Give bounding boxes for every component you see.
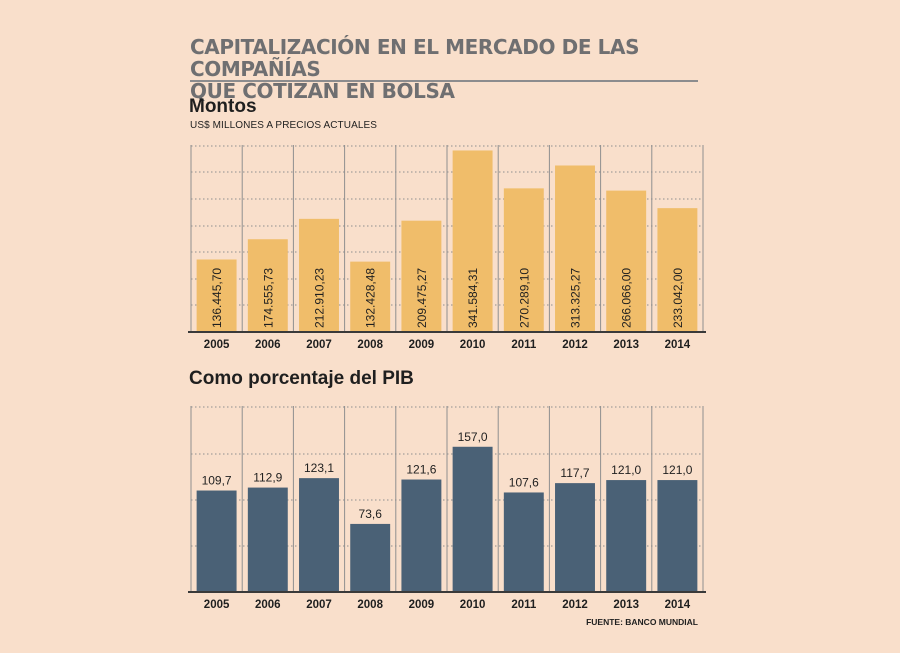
pib-value-label: 157,0: [458, 430, 488, 444]
montos-tick-label: 2010: [460, 339, 486, 351]
pib-bar: [247, 487, 288, 592]
montos-value-label: 174.555,73: [261, 268, 275, 328]
pib-bar: [350, 523, 391, 592]
pib-tick-label: 2011: [511, 599, 537, 611]
pib-bar: [299, 478, 339, 592]
montos-tick-label: 2005: [204, 339, 230, 351]
pib-bar: [606, 480, 647, 592]
montos-value-label: 266.066,00: [620, 268, 634, 328]
montos-bar: [299, 218, 339, 332]
montos-subtitle: US$ MILLONES A PRECIOS ACTUALES: [190, 120, 378, 131]
montos-bar: [503, 188, 544, 332]
pib-value-label: 73,6: [359, 507, 383, 521]
pib-bar: [657, 480, 698, 592]
montos-tick-label: 2013: [613, 339, 639, 351]
pib-bar: [401, 479, 442, 592]
pib-value-label: 117,7: [560, 466, 589, 480]
montos-bar: [555, 165, 595, 332]
montos-value-label: 209.475,27: [415, 268, 429, 328]
pib-bar: [196, 490, 237, 592]
pib-tick-label: 2005: [204, 599, 230, 611]
montos-value-label: 212.910,23: [313, 268, 327, 328]
montos-value-label: 341.584,31: [466, 268, 480, 328]
pib-tick-label: 2008: [357, 599, 383, 611]
montos-bar: [350, 261, 391, 332]
pib-value-label: 121,0: [662, 463, 692, 477]
montos-bar: [452, 150, 493, 332]
pib-value-label: 123,1: [304, 461, 334, 475]
pib-tick-label: 2013: [613, 599, 639, 611]
pib-value-label: 107,6: [509, 475, 539, 489]
source-note: FUENTE: BANCO MUNDIAL: [586, 617, 698, 627]
montos-value-label: 233.042,00: [671, 268, 685, 328]
montos-bar: [247, 239, 288, 332]
montos-tick-label: 2014: [665, 339, 691, 351]
montos-bar: [606, 190, 647, 332]
montos-bar: [657, 208, 698, 332]
pib-tick-label: 2012: [562, 599, 588, 611]
pib-bar: [555, 483, 595, 592]
pib-bar: [452, 446, 493, 592]
chart-title-line2: QUE COTIZAN EN BOLSA: [190, 79, 455, 103]
pib-tick-label: 2009: [409, 599, 435, 611]
pib-bar: [503, 492, 544, 592]
montos-tick-label: 2007: [306, 339, 332, 351]
pib-value-label: 109,7: [202, 474, 232, 488]
chart-title: CAPITALIZACIÓN EN EL MERCADO DE LAS COMP…: [190, 36, 710, 102]
pib-value-label: 121,6: [406, 463, 436, 477]
montos-bar: [401, 220, 442, 332]
montos-value-label: 136.445,70: [210, 268, 224, 328]
pib-tick-label: 2006: [255, 599, 281, 611]
pib-tick-label: 2014: [665, 599, 691, 611]
title-divider: [190, 80, 698, 82]
montos-tick-label: 2011: [511, 339, 537, 351]
pib-value-label: 112,9: [253, 471, 282, 485]
montos-tick-label: 2012: [562, 339, 588, 351]
montos-value-label: 132.428,48: [364, 268, 378, 328]
pib-value-label: 121,0: [611, 463, 641, 477]
montos-tick-label: 2006: [255, 339, 281, 351]
pib-tick-label: 2007: [306, 599, 332, 611]
chart-title-line1: CAPITALIZACIÓN EN EL MERCADO DE LAS COMP…: [190, 35, 640, 81]
montos-title: Montos: [189, 96, 257, 117]
montos-tick-label: 2008: [357, 339, 383, 351]
pib-title: Como porcentaje del PIB: [189, 368, 414, 389]
montos-tick-label: 2009: [409, 339, 435, 351]
montos-value-label: 270.289,10: [517, 268, 531, 328]
montos-value-label: 313.325,27: [569, 268, 583, 328]
pib-tick-label: 2010: [460, 599, 486, 611]
montos-bar: [196, 259, 237, 332]
